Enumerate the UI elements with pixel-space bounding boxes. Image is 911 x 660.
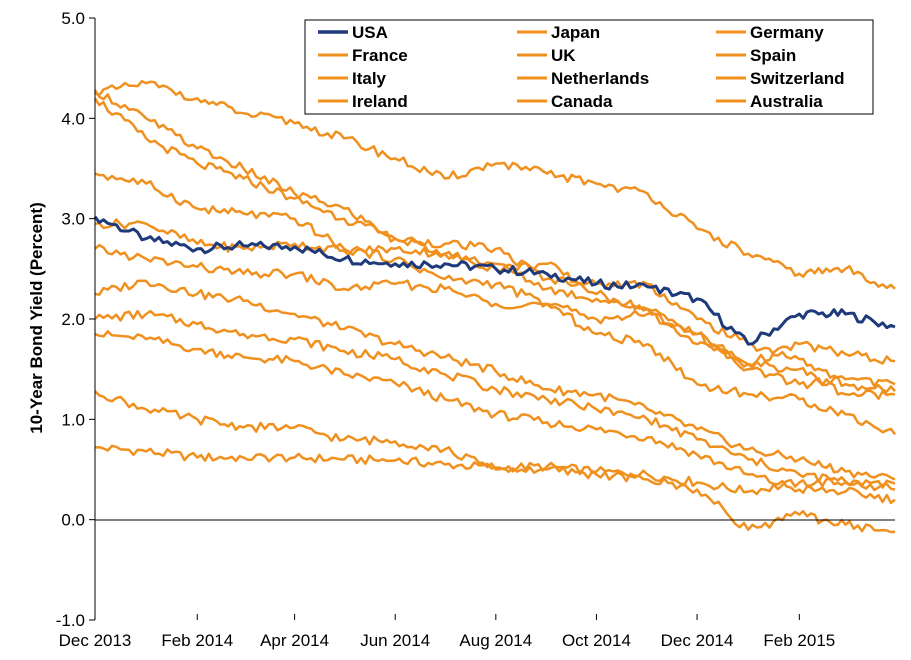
series-line-australia (94, 79, 896, 290)
legend-label-canada: Canada (551, 92, 613, 111)
axes-layer (89, 17, 895, 621)
series-line-switzerland (94, 390, 896, 534)
series-line-ireland (94, 172, 897, 436)
series-line-spain (93, 97, 896, 401)
legend-label-usa: USA (352, 23, 388, 42)
y-tick-label: 0.0 (61, 511, 85, 530)
series-line-usa (93, 215, 896, 346)
series-layer (93, 79, 897, 534)
legend: USA Japan Germany France UK Spain Italy Netherl… (304, 19, 874, 115)
y-tick-label: 3.0 (61, 210, 85, 229)
x-tick-labels: Dec 2013 Feb 2014 Apr 2014 Jun 2014 Aug 2014… (59, 631, 836, 650)
legend-label-france: France (352, 46, 408, 65)
y-tick-label: 2.0 (61, 310, 85, 329)
legend-label-ireland: Ireland (352, 92, 408, 111)
legend-label-uk: UK (551, 46, 576, 65)
legend-label-italy: Italy (352, 69, 387, 88)
x-tick-label: Dec 2014 (661, 631, 734, 650)
legend-label-australia: Australia (750, 92, 823, 111)
y-tick-label: 1.0 (61, 410, 85, 429)
y-tick-label: -1.0 (56, 611, 85, 630)
legend-label-netherlands: Netherlands (551, 69, 649, 88)
x-tick-label: Oct 2014 (562, 631, 631, 650)
x-tick-label: Dec 2013 (59, 631, 132, 650)
x-tick-label: Aug 2014 (459, 631, 532, 650)
series-line-canada (94, 243, 896, 390)
series-line-france (94, 279, 896, 481)
y-tick-label: 5.0 (61, 9, 85, 28)
series-line-uk (94, 218, 896, 367)
legend-box (304, 19, 874, 115)
series-line-italy (93, 89, 896, 393)
y-tick-labels: 5.0 4.0 3.0 2.0 1.0 0.0 -1.0 (56, 9, 85, 630)
x-tick-label: Apr 2014 (260, 631, 329, 650)
legend-label-germany: Germany (750, 23, 824, 42)
x-tick-label: Feb 2014 (161, 631, 233, 650)
y-axis-label: 10-Year Bond Yield (Percent) (27, 202, 46, 433)
y-tick-label: 4.0 (61, 109, 85, 128)
legend-label-switzerland: Switzerland (750, 69, 844, 88)
legend-label-japan: Japan (551, 23, 600, 42)
x-tick-label: Feb 2015 (763, 631, 835, 650)
x-tick-label: Jun 2014 (360, 631, 430, 650)
series-line-netherlands (94, 309, 896, 492)
legend-label-spain: Spain (750, 46, 796, 65)
series-line-germany (94, 330, 896, 505)
